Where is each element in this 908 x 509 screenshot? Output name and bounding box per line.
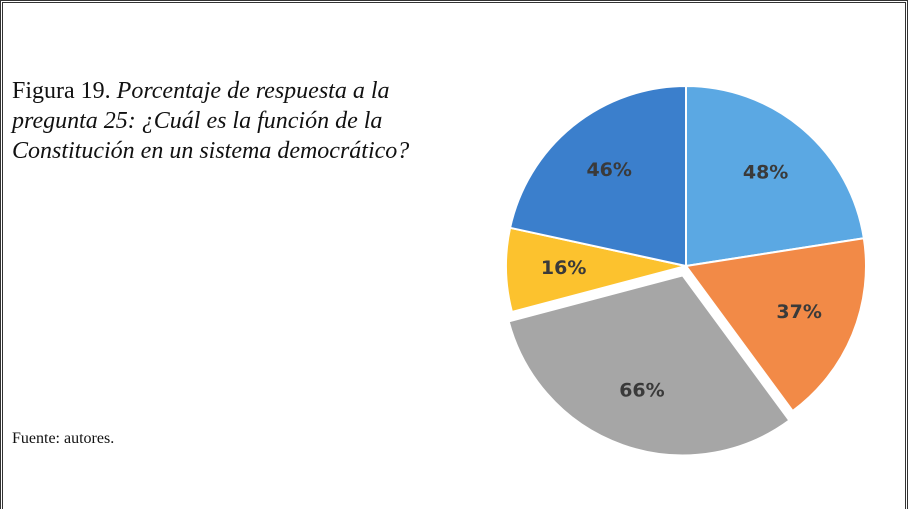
pie-slice xyxy=(685,84,865,268)
pie-slice xyxy=(508,84,687,268)
figure-label: Figura 19. xyxy=(12,78,111,104)
source: Fuente: autores. xyxy=(12,430,115,447)
data-label: 37% xyxy=(776,301,821,323)
data-label: 48% xyxy=(743,162,788,184)
data-label: 16% xyxy=(541,257,586,279)
data-label: 66% xyxy=(619,379,664,401)
caption: Figura 19. Porcentaje de respuesta a la … xyxy=(12,76,442,166)
chart-title: Porcentaje de respuesta a la pregunta 25… xyxy=(12,78,410,164)
pie-slice xyxy=(684,237,867,413)
pie-slice xyxy=(507,274,791,457)
data-label: 46% xyxy=(586,159,631,181)
